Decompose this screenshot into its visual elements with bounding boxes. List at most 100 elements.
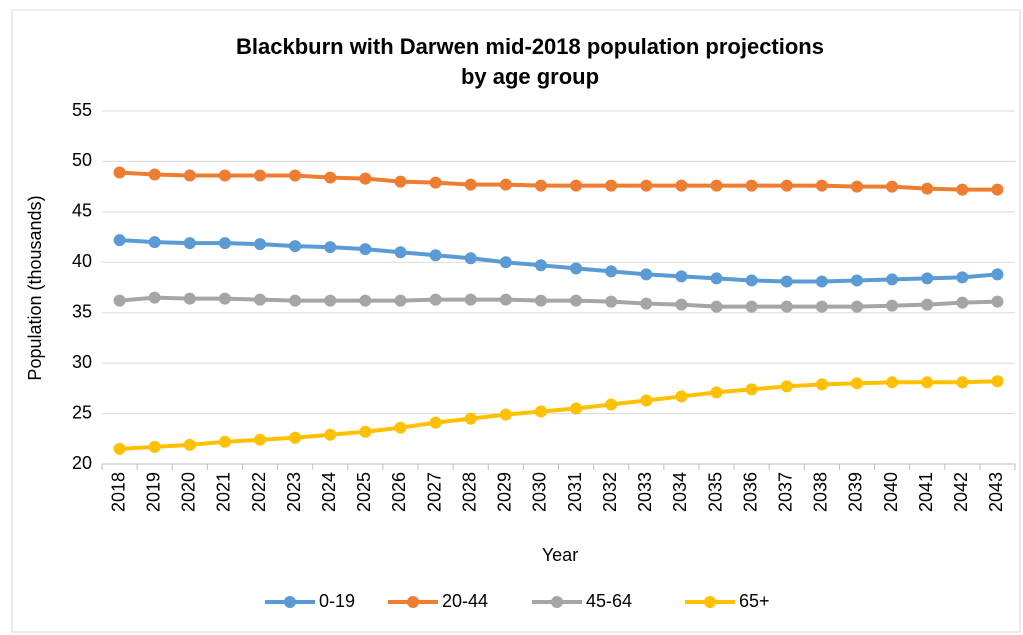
point [605,398,618,411]
point [815,179,828,192]
point [218,435,231,448]
point [324,428,337,441]
x-tick-label: 2022 [249,472,269,512]
point [886,273,899,286]
point [324,171,337,184]
chart-frame [11,9,1021,633]
point [780,275,793,288]
point [815,300,828,313]
point [113,234,126,247]
point [921,376,934,389]
x-axis-label: Year [542,545,578,565]
point [991,268,1004,281]
point [570,262,583,275]
y-tick-label: 45 [72,201,92,221]
point [359,294,372,307]
point [183,169,196,182]
x-tick-label: 2043 [986,472,1006,512]
point [710,179,723,192]
legend-label: 0-19 [319,591,355,611]
x-tick-label: 2035 [705,472,725,512]
x-tick-label: 2029 [495,472,515,512]
x-tick-label: 2031 [565,472,585,512]
x-tick-label: 2036 [740,472,760,512]
point [675,390,688,403]
point [464,178,477,191]
point [394,246,407,259]
point [745,300,758,313]
point [289,431,302,444]
point [745,383,758,396]
point [780,179,793,192]
point [640,268,653,281]
legend-marker [704,596,716,608]
point [850,377,863,390]
x-tick-label: 2040 [881,472,901,512]
point [254,433,267,446]
legend-marker [284,596,296,608]
point [254,169,267,182]
point [570,294,583,307]
y-tick-label: 20 [72,453,92,473]
legend-marker [551,596,563,608]
point [183,237,196,250]
x-tick-label: 2021 [214,472,234,512]
x-tick-label: 2030 [530,472,550,512]
point [394,294,407,307]
point [815,378,828,391]
point [850,180,863,193]
point [254,293,267,306]
point [113,166,126,179]
point [710,300,723,313]
point [394,421,407,434]
point [394,175,407,188]
point [991,295,1004,308]
x-tick-label: 2042 [951,472,971,512]
point [640,179,653,192]
point [359,243,372,256]
point [534,294,547,307]
chart-title: by age group [461,64,599,89]
point [745,274,758,287]
legend-label: 65+ [739,591,770,611]
point [499,408,512,421]
point [499,256,512,269]
point [991,375,1004,388]
point [148,168,161,181]
point [815,275,828,288]
point [534,179,547,192]
point [183,292,196,305]
point [534,405,547,418]
point [429,176,442,189]
point [850,274,863,287]
x-tick-label: 2039 [846,472,866,512]
y-tick-label: 50 [72,150,92,170]
x-tick-label: 2028 [459,472,479,512]
x-tick-label: 2032 [600,472,620,512]
point [710,272,723,285]
point [359,172,372,185]
y-tick-label: 25 [72,402,92,422]
point [148,440,161,453]
point [113,294,126,307]
point [289,294,302,307]
point [956,271,969,284]
x-tick-label: 2025 [354,472,374,512]
y-tick-label: 35 [72,301,92,321]
point [464,252,477,265]
point [464,293,477,306]
point [605,179,618,192]
point [850,300,863,313]
point [570,402,583,415]
point [605,265,618,278]
point [956,183,969,196]
x-tick-label: 2019 [143,472,163,512]
y-tick-label: 30 [72,352,92,372]
point [113,442,126,455]
point [359,425,372,438]
point [780,300,793,313]
x-tick-label: 2020 [179,472,199,512]
point [289,169,302,182]
